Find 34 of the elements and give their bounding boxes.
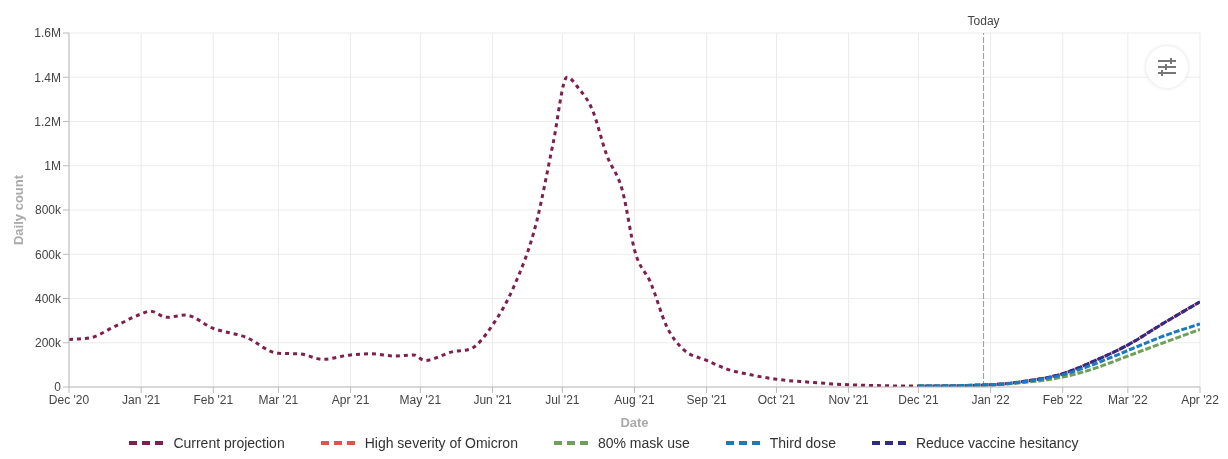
x-tick-label: Jun '21 <box>473 392 513 407</box>
legend-label: Current projection <box>173 435 285 451</box>
y-axis-title: Daily count <box>10 174 26 246</box>
ref-line-label: Today <box>967 14 1000 28</box>
x-axis-title: Date <box>620 415 649 430</box>
x-tick-label: May '21 <box>399 392 442 407</box>
y-tick-label: 1.4M <box>34 70 61 85</box>
y-tick-label: 1M <box>44 159 61 174</box>
y-tick-label: 1.2M <box>34 114 61 129</box>
x-tick-label: Feb '22 <box>1042 392 1083 407</box>
y-tick-label: 600k <box>34 247 62 262</box>
y-tick-label: 0 <box>54 380 62 395</box>
x-tick-label: Dec '21 <box>898 392 939 407</box>
x-tick-label: Mar '21 <box>258 392 299 407</box>
x-tick-label: Aug '21 <box>614 392 655 407</box>
y-tick-label: 400k <box>34 291 62 306</box>
y-tick-label: 1.6M <box>34 26 61 41</box>
x-tick-label: Jan '22 <box>971 392 1011 407</box>
legend-label: Reduce vaccine hesitancy <box>915 435 1079 451</box>
x-tick-label: Oct '21 <box>757 392 796 407</box>
x-tick-label: Jan '21 <box>121 392 161 407</box>
x-tick-label: Apr '22 <box>1181 392 1220 407</box>
legend-label: High severity of Omicron <box>364 435 518 451</box>
y-tick-label: 800k <box>34 203 62 218</box>
x-tick-label: Apr '21 <box>331 392 370 407</box>
y-tick-label: 200k <box>34 336 62 351</box>
x-tick-label: Jul '21 <box>545 392 580 407</box>
x-tick-label: Nov '21 <box>828 392 870 407</box>
x-tick-label: Dec '20 <box>48 392 90 407</box>
x-tick-label: Feb '21 <box>193 392 234 407</box>
legend-label: Third dose <box>769 435 836 451</box>
x-tick-label: Sep '21 <box>686 392 728 407</box>
legend-label: 80% mask use <box>597 435 690 451</box>
x-tick-label: Mar '22 <box>1108 392 1148 407</box>
